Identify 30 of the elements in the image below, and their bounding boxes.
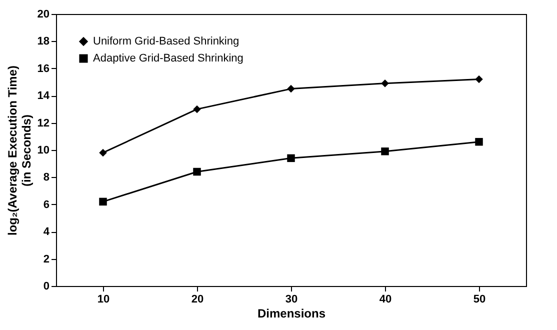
point	[287, 154, 295, 162]
point	[381, 147, 389, 156]
point	[475, 75, 483, 84]
legend-label: Uniform Grid-Based Shrinking	[93, 36, 240, 48]
point	[99, 198, 107, 206]
point	[287, 84, 295, 93]
x-tick-label: 50	[473, 294, 486, 306]
y-tick-label: 14	[37, 90, 50, 102]
y-axis-title: log₂(Average Execution Time) (in Seconds)	[5, 65, 34, 236]
y-tick-label: 16	[37, 62, 50, 75]
y-tick-label: 10	[37, 144, 50, 156]
y-tick-label: 4	[43, 226, 50, 238]
y-tick-label: 6	[43, 198, 50, 211]
x-tick-label: 10	[97, 294, 110, 306]
y-tick-label: 8	[43, 172, 50, 184]
y-tick-label: 20	[37, 8, 50, 20]
x-tick-label: 30	[285, 294, 298, 306]
x-axis-title: Dimensions	[257, 306, 326, 320]
point	[475, 138, 483, 146]
point	[99, 148, 107, 157]
x-tick-label: 40	[379, 294, 392, 306]
y-tick-label: 12	[37, 117, 50, 130]
x-tick-label: 20	[191, 294, 204, 306]
point	[381, 79, 389, 88]
legend-label: Adaptive Grid-Based Shrinking	[93, 52, 244, 64]
y-tick-label: 0	[43, 280, 50, 292]
y-tick-label: 2	[43, 253, 50, 266]
y-tick-label: 18	[37, 36, 50, 48]
point	[193, 168, 201, 176]
point	[193, 105, 201, 114]
